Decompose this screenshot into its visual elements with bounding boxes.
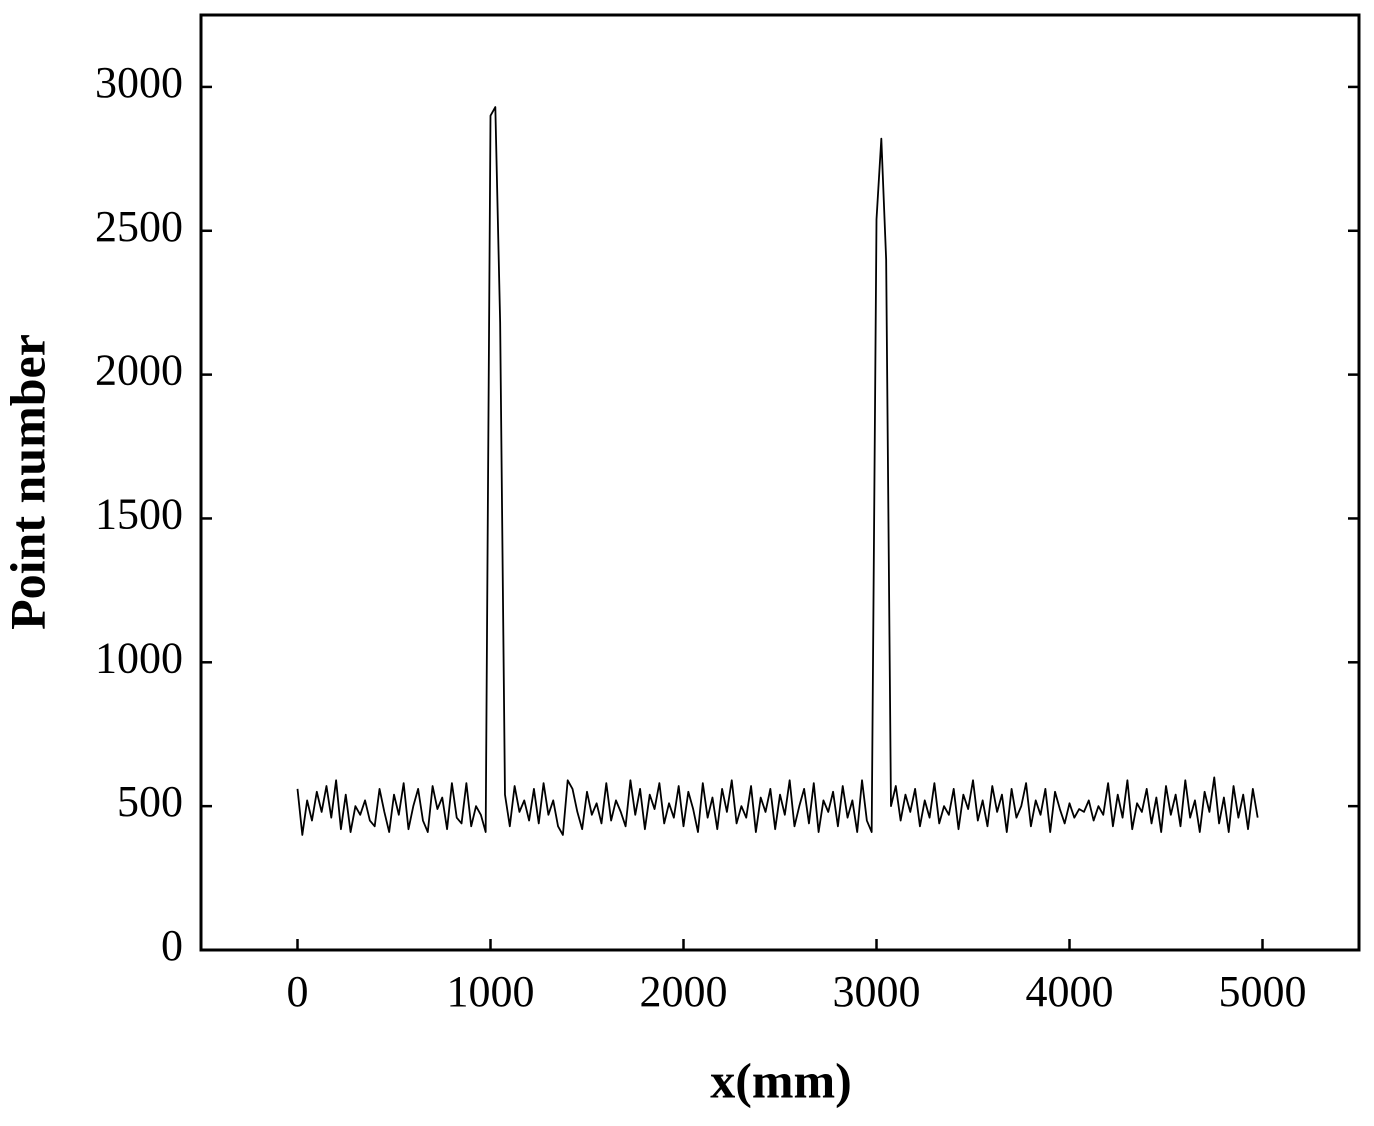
x-tick-label: 1000 [447,967,535,1016]
x-tick-label: 2000 [640,967,728,1016]
y-tick-label: 2500 [95,202,183,251]
x-tick-label: 3000 [833,967,921,1016]
plot-frame [199,13,1361,952]
x-tick-label: 0 [287,967,309,1016]
y-tick-label: 1500 [95,490,183,539]
y-tick-label: 500 [117,777,183,826]
x-tick-label: 4000 [1026,967,1114,1016]
y-tick-label: 3000 [95,58,183,107]
y-tick-label: 1000 [95,633,183,682]
y-tick-label: 0 [161,921,183,970]
x-axis-title: x(mm) [710,1052,852,1108]
y-tick-label: 2000 [95,346,183,395]
x-tick-label: 5000 [1219,967,1307,1016]
y-axis-title: Point number [0,334,55,630]
data-line [296,106,1259,836]
